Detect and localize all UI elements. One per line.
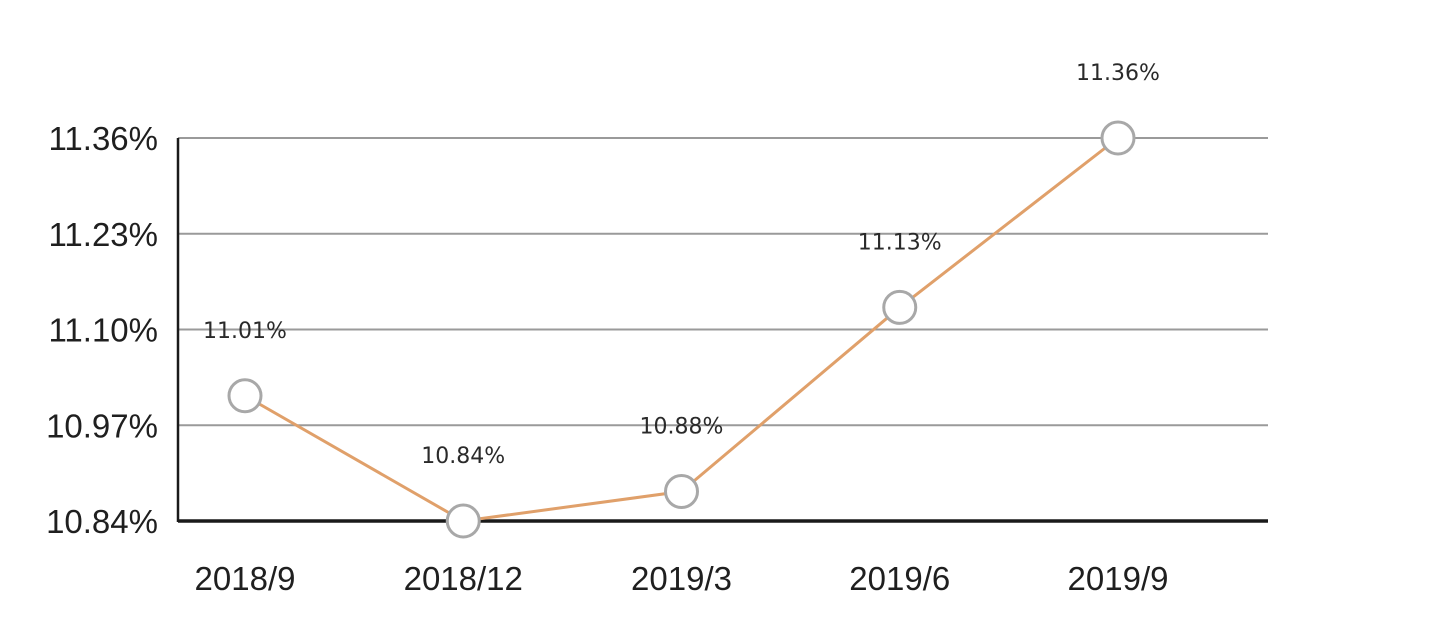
- x-tick-label: 2019/3: [631, 560, 732, 597]
- data-point: [664, 474, 699, 510]
- x-tick-label: 2019/9: [1068, 560, 1169, 597]
- gridlines: [178, 137, 1268, 427]
- axes: [176, 138, 1268, 523]
- y-tick-label: 10.97%: [46, 407, 158, 444]
- data-labels: 11.01% 10.84% 10.88% 11.13% 11.36%: [203, 61, 1160, 469]
- data-point: [227, 378, 263, 414]
- y-tick-label: 10.84%: [46, 503, 158, 540]
- data-point: [445, 503, 481, 539]
- x-tick-label: 2018/12: [404, 560, 523, 597]
- x-axis-tick-labels: 2018/9 2018/12 2019/3 2019/6 2019/9: [195, 560, 1169, 597]
- data-point: [1100, 120, 1136, 156]
- data-label: 11.36%: [1076, 61, 1160, 86]
- data-point: [882, 289, 918, 325]
- data-label: 10.88%: [640, 415, 724, 440]
- data-label: 11.01%: [203, 319, 287, 344]
- y-axis-tick-labels: 10.84% 10.97% 11.10% 11.23% 11.36%: [46, 120, 158, 540]
- x-tick-label: 2019/6: [849, 560, 950, 597]
- y-tick-label: 11.36%: [49, 120, 158, 157]
- y-tick-label: 11.10%: [49, 312, 158, 349]
- y-tick-label: 11.23%: [49, 216, 158, 253]
- data-label: 10.84%: [421, 444, 505, 469]
- data-points: [227, 120, 1136, 539]
- x-tick-label: 2018/9: [195, 560, 296, 597]
- data-label: 11.13%: [858, 230, 942, 255]
